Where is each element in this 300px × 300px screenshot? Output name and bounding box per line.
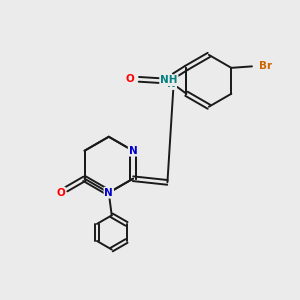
Text: O: O (126, 74, 134, 84)
Text: Br: Br (259, 61, 272, 71)
Text: NH: NH (160, 75, 178, 85)
Text: N: N (104, 188, 113, 198)
Text: N: N (167, 79, 176, 89)
Text: N: N (129, 146, 137, 156)
Text: H: H (161, 76, 170, 86)
Text: O: O (56, 188, 65, 197)
